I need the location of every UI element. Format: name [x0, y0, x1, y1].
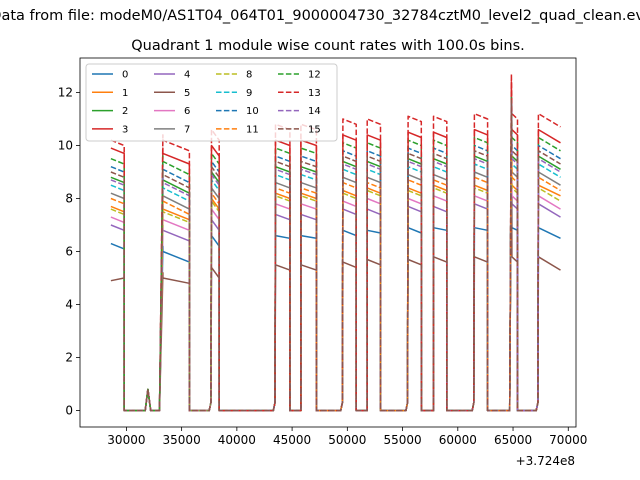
series-line-4: [110, 118, 561, 412]
series-line-9: [110, 107, 561, 412]
x-tick-label: 65000: [494, 433, 532, 447]
y-tick-label: 8: [65, 191, 73, 205]
series-line-7: [110, 110, 561, 412]
x-tick-label: 50000: [328, 433, 366, 447]
y-tick-label: 4: [65, 298, 73, 312]
y-tick-label: 6: [65, 245, 73, 259]
x-tick-label: 30000: [107, 433, 145, 447]
x-tick-label: 45000: [273, 433, 311, 447]
x-tick-label: 60000: [439, 433, 477, 447]
x-tick-label: 55000: [383, 433, 421, 447]
figure-suptitle: Data from file: modeM0/AS1T04_064T01_900…: [0, 8, 640, 24]
series-line-1: [110, 112, 561, 412]
y-tick-label: 10: [58, 138, 73, 152]
series-line-5: [110, 131, 561, 412]
legend-label-14: 14: [308, 106, 321, 117]
series-line-6: [110, 115, 561, 412]
legend-label-3: 3: [122, 124, 128, 135]
axes-frame: [79, 57, 577, 428]
legend-label-13: 13: [308, 88, 321, 99]
x-tick-label: 40000: [218, 433, 256, 447]
legend-label-12: 12: [308, 70, 321, 81]
series-line-14: [110, 102, 561, 412]
axes: 30000 35000 40000 45000 50000 55000 60000 65000…: [58, 57, 587, 447]
legend-label-11: 11: [246, 124, 259, 135]
plot-area: [110, 73, 561, 412]
legend-label-1: 1: [122, 88, 128, 99]
y-tick-label: 12: [58, 85, 73, 99]
legend-label-10: 10: [246, 106, 259, 117]
series-line-10: [110, 97, 561, 412]
x-tick-label: 70000: [549, 433, 587, 447]
x-tick-label: 35000: [163, 433, 201, 447]
legend-label-2: 2: [122, 106, 128, 117]
legend-label-4: 4: [184, 70, 190, 81]
legend-label-15: 15: [308, 124, 321, 135]
legend-label-6: 6: [184, 106, 190, 117]
series-line-15: [110, 99, 561, 412]
y-tick-label: 0: [65, 404, 73, 418]
series-line-0: [110, 118, 561, 412]
legend-label-5: 5: [184, 88, 190, 99]
legend-label-0: 0: [122, 70, 128, 81]
series-line-11: [110, 112, 561, 412]
legend-label-8: 8: [246, 70, 252, 81]
legend-label-9: 9: [246, 88, 252, 99]
y-tick-label: 2: [65, 351, 73, 365]
series-line-8: [110, 112, 561, 412]
x-axis-offset-label: +3.724e8: [516, 454, 575, 468]
legend-label-7: 7: [184, 124, 190, 135]
legend-box: [85, 63, 338, 142]
chart-title: Quadrant 1 module wise count rates with …: [131, 38, 525, 54]
